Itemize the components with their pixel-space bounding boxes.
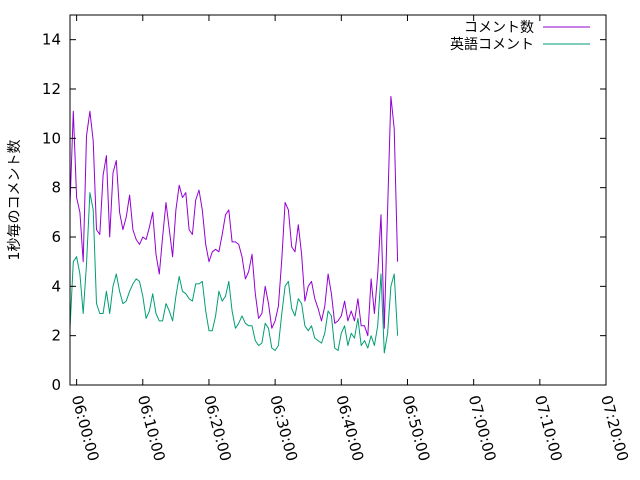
x-tick-label: 07:10:00 [531, 393, 566, 463]
y-tick-label: 12 [42, 80, 61, 98]
series-layer [69, 95, 399, 354]
y-tick-label: 14 [42, 31, 61, 49]
y-tick-label: 0 [51, 376, 61, 394]
x-tick-label: 06:10:00 [134, 393, 169, 463]
legend-label: 英語コメント [450, 36, 534, 53]
x-tick-label: 06:30:00 [266, 393, 301, 463]
y-tick-label: 6 [51, 228, 61, 246]
y-tick-label: 8 [51, 179, 61, 197]
y-axis-label: 1秒毎のコメント数 [7, 140, 23, 261]
y-tick-label: 10 [42, 129, 61, 147]
series-line-0 [69, 95, 399, 337]
y-tick-label: 4 [51, 277, 61, 295]
x-tick-label: 07:20:00 [597, 393, 632, 463]
x-tick-label: 07:00:00 [465, 393, 500, 463]
y-tick-label: 2 [51, 327, 61, 345]
x-tick-label: 06:20:00 [200, 393, 235, 463]
series-line-1 [69, 192, 399, 354]
x-tick-label: 06:50:00 [399, 393, 434, 463]
x-tick-label: 06:00:00 [68, 393, 103, 463]
plot-frame [69, 14, 607, 386]
legend-label: コメント数 [464, 20, 534, 36]
y-axis: 0 2 4 6 8 10 12 14 [42, 31, 606, 394]
x-tick-label: 06:40:00 [332, 393, 367, 463]
x-axis: 06:00:00 06:10:00 06:20:00 06:30:00 06:40:00… [68, 15, 632, 463]
